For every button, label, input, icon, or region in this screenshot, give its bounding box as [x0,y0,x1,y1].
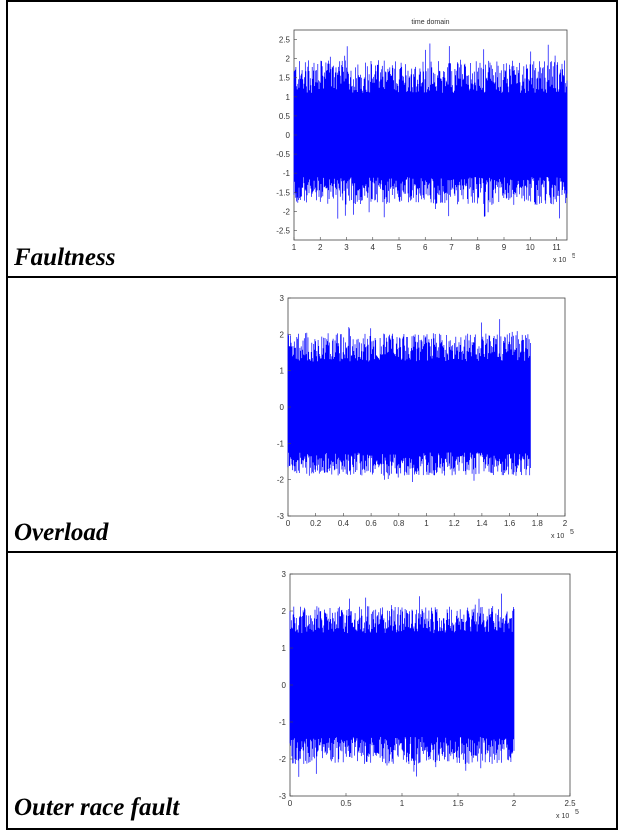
x-tick-label: 2 [512,799,517,808]
y-tick-label: 2 [280,330,285,339]
signal-series [287,319,531,482]
signal-series [293,43,568,219]
y-tick-label: -1 [279,718,287,727]
y-tick-label: 1 [280,367,285,376]
x-tick-label: 9 [502,243,507,252]
x-tick-label: 1.5 [452,799,464,808]
x-axis-exponent: 5 [570,529,574,536]
y-tick-label: 1.5 [279,74,291,83]
x-tick-label: 1 [292,243,297,252]
x-tick-label: 0.2 [310,519,322,528]
row-divider [6,276,618,278]
time-domain-plot-overload: 0 0.2 0.4 0.6 0.8 1 1.2 1.4 1.6 1.8 2 3 2 1 0 -1 -2 -3 x 1… [277,294,574,540]
chart-title: time domain [411,19,449,26]
table-frame [6,0,618,830]
x-tick-label: 0.5 [340,799,352,808]
signal-series [289,593,515,777]
x-tick-label: 4 [371,243,376,252]
time-domain-plot-faultness: time domain 1 2 3 4 5 6 7 8 9 10 11 2.5 2 1.5 1 0.5 0 -0.5… [276,19,575,264]
x-tick-label: 7 [449,243,454,252]
y-tick-label: 3 [282,570,287,579]
x-tick-label: 1.6 [504,519,516,528]
y-tick-label: 1 [286,93,291,102]
x-tick-label: 2 [318,243,323,252]
x-tick-label: 1.4 [476,519,488,528]
x-tick-label: 2.5 [564,799,576,808]
y-tick-label: -1 [277,439,285,448]
x-axis-exponent: 5 [572,253,575,260]
y-tick-label: -0.5 [276,150,290,159]
x-tick-label: 0.4 [338,519,350,528]
x-tick-label: 1 [400,799,405,808]
signal-trace [287,319,531,482]
signal-trace [293,43,568,219]
y-tick-label: 0 [280,403,285,412]
x-tick-label: 1 [424,519,429,528]
row-label-overload: Overload [14,519,109,546]
x-tick-label: 6 [423,243,428,252]
x-tick-label: 10 [526,243,535,252]
y-tick-label: 3 [280,294,285,303]
y-tick-label: 2 [282,607,287,616]
y-tick-label: 0.5 [279,112,291,121]
time-domain-plot-outer-race-fault: 0 0.5 1 1.5 2 2.5 3 2 1 0 -1 -2 -3 x 10 5 [279,570,579,820]
x-tick-label: 0.8 [393,519,405,528]
y-tick-label: -2 [283,207,291,216]
y-tick-label: -1.5 [276,188,290,197]
x-tick-label: 3 [344,243,349,252]
y-tick-label: -1 [283,169,291,178]
y-tick-label: 2 [286,55,291,64]
y-tick-label: -3 [277,512,285,521]
x-tick-label: 8 [476,243,481,252]
y-tick-label: -2 [277,476,285,485]
x-axis-multiplier: x 10 [556,813,569,820]
y-tick-label: 2.5 [279,36,291,45]
row-divider [6,551,618,553]
x-axis-exponent: 5 [575,809,579,816]
row-label-outer-race-fault: Outer race fault [14,794,180,821]
signal-trace [289,593,515,777]
x-tick-label: 0 [286,519,291,528]
x-tick-label: 11 [552,243,561,252]
x-tick-label: 5 [397,243,402,252]
y-tick-label: -2.5 [276,226,290,235]
x-axis-multiplier: x 10 [553,257,566,264]
x-tick-label: 1.2 [449,519,461,528]
y-tick-label: -3 [279,792,287,801]
row-label-faultness: Faultness [14,244,116,271]
y-tick-label: 0 [286,131,291,140]
x-tick-label: 0.6 [366,519,378,528]
y-tick-label: 0 [282,681,287,690]
y-tick-label: -2 [279,755,287,764]
x-axis-multiplier: x 10 [551,533,564,540]
y-tick-label: 1 [282,644,287,653]
x-tick-label: 0 [288,799,293,808]
x-tick-label: 1.8 [532,519,544,528]
x-tick-label: 2 [563,519,568,528]
